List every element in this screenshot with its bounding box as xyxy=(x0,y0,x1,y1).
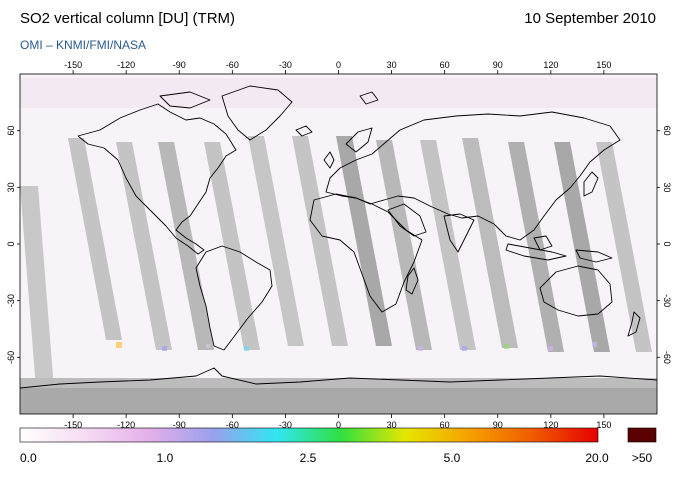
lon-tick-label: -60 xyxy=(226,420,239,430)
coastline-svalbard xyxy=(359,91,379,105)
coastline-india xyxy=(443,213,475,253)
swath xyxy=(20,186,56,414)
swath xyxy=(116,142,172,350)
swath xyxy=(420,140,476,350)
speckle xyxy=(116,342,122,348)
lon-ticks-top: -150 -120 -90 -60 -30 0 30 60 90 120 150 xyxy=(64,60,611,74)
lat-tick-label: 0 xyxy=(6,241,16,246)
orbit-swaths xyxy=(20,136,652,414)
lat-ticks-left: 60 30 0 -30 -60 xyxy=(6,126,20,364)
lat-tick-label: -60 xyxy=(6,351,16,364)
coastline-japan xyxy=(583,171,599,197)
coastline-south-america xyxy=(195,245,273,351)
lon-tick-label: -120 xyxy=(117,420,135,430)
lon-ticks-bottom: -150 -120 -90 -60 -30 0 30 60 90 120 150 xyxy=(64,414,611,430)
lat-tick-label: 30 xyxy=(662,182,672,192)
data-credit: OMI – KNMI/FMI/NASA xyxy=(20,38,147,52)
lon-tick-label: 0 xyxy=(336,60,341,70)
lat-tick-label: -60 xyxy=(662,351,672,364)
lat-tick-label: -30 xyxy=(662,294,672,307)
lon-tick-label: -150 xyxy=(64,420,82,430)
colorbar-label-0: 0.0 xyxy=(20,451,37,465)
speckle xyxy=(418,346,423,351)
swath xyxy=(596,142,652,352)
speckle xyxy=(548,346,553,351)
lat-ticks-right: 60 30 0 -30 -60 xyxy=(657,126,672,364)
swath xyxy=(376,140,432,350)
map-area xyxy=(20,74,657,414)
coastline-africa xyxy=(309,193,423,313)
so2-speckles xyxy=(116,342,597,351)
lon-tick-label: 0 xyxy=(336,420,341,430)
swath xyxy=(248,136,304,346)
swath xyxy=(462,138,518,348)
lon-tick-label: -60 xyxy=(226,60,239,70)
map-background xyxy=(20,74,657,414)
colorbar-label-3: 5.0 xyxy=(443,451,461,465)
speckle xyxy=(462,346,467,351)
lon-tick-label: -30 xyxy=(279,60,292,70)
map-title: SO2 vertical column [DU] (TRM) xyxy=(20,10,236,27)
lon-tick-label: -90 xyxy=(173,420,186,430)
antarctica xyxy=(20,388,657,414)
lat-tick-label: 0 xyxy=(662,241,672,246)
coastline-eurasia xyxy=(325,111,621,241)
lon-tick-label: 150 xyxy=(596,420,611,430)
coastline-new-guinea xyxy=(575,249,613,263)
coastlines xyxy=(20,85,657,389)
coastline-australia xyxy=(539,265,613,317)
swath xyxy=(68,138,122,340)
swath xyxy=(204,142,260,350)
noise-band-north xyxy=(20,78,657,108)
speckle xyxy=(244,346,249,351)
speckle xyxy=(162,346,167,351)
coastline-madagascar xyxy=(405,267,419,295)
lon-tick-label: -90 xyxy=(173,60,186,70)
colorbar-overflow-label: >50 xyxy=(631,451,653,465)
coastline-greenland xyxy=(221,85,293,141)
swath xyxy=(158,142,214,350)
map-date: 10 September 2010 xyxy=(524,10,656,27)
lon-tick-label: 150 xyxy=(596,60,611,70)
coastline-british-isles xyxy=(323,151,335,169)
colorbar-overflow-swatch xyxy=(627,427,657,443)
lon-tick-label: 120 xyxy=(543,60,558,70)
swath xyxy=(336,136,392,346)
lon-tick-label: 90 xyxy=(493,420,503,430)
colorbar xyxy=(19,427,599,443)
lat-tick-label: 30 xyxy=(6,182,16,192)
lat-tick-label: 60 xyxy=(6,126,16,136)
coastline-antarctica xyxy=(20,367,657,389)
coastline-new-zealand xyxy=(627,311,641,337)
lon-tick-label: -150 xyxy=(64,60,82,70)
lon-tick-label: -30 xyxy=(279,420,292,430)
colorbar-label-2: 2.5 xyxy=(299,451,317,465)
lon-tick-label: 90 xyxy=(493,60,503,70)
lat-tick-label: 60 xyxy=(662,126,672,136)
colorbar-label-1: 1.0 xyxy=(156,451,174,465)
coastline-iceland xyxy=(295,125,313,137)
coastline-north-america xyxy=(77,103,237,255)
lon-tick-label: 30 xyxy=(387,420,397,430)
coastline-indonesia xyxy=(505,243,567,261)
speckle xyxy=(206,344,210,348)
lon-tick-label: 60 xyxy=(440,60,450,70)
lon-tick-label: 60 xyxy=(440,420,450,430)
speckle xyxy=(504,344,509,349)
swath xyxy=(554,142,610,352)
coastline-arctic-islands xyxy=(159,91,211,109)
swath xyxy=(508,142,564,352)
speckle xyxy=(592,342,597,347)
coastline-borneo xyxy=(533,235,553,251)
coastline-scandinavia xyxy=(345,127,373,153)
lon-tick-label: 120 xyxy=(543,420,558,430)
coastline-arabia xyxy=(387,203,427,237)
colorbar-label-4: 20.0 xyxy=(585,451,609,465)
lon-tick-label: 30 xyxy=(387,60,397,70)
swath xyxy=(292,136,348,346)
lon-tick-label: -120 xyxy=(117,60,135,70)
lat-tick-label: -30 xyxy=(6,294,16,307)
